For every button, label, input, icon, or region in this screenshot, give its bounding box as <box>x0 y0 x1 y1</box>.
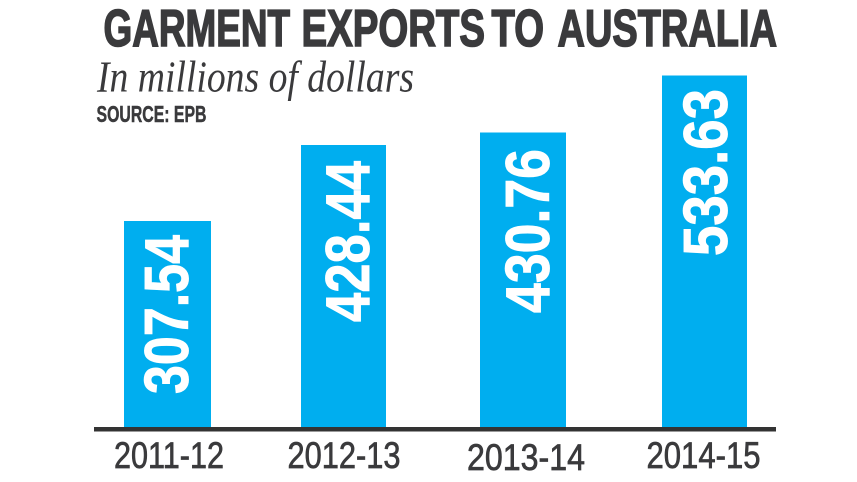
svg-text:SOURCE: EPB: SOURCE: EPB <box>97 101 207 127</box>
svg-text:2013-14: 2013-14 <box>467 437 585 478</box>
svg-text:428.44: 428.44 <box>314 161 383 322</box>
svg-text:AUSTRALIA: AUSTRALIA <box>558 0 778 58</box>
svg-text:In millions of dollars: In millions of dollars <box>96 52 414 102</box>
svg-text:2012-13: 2012-13 <box>288 435 401 476</box>
svg-text:GARMENT: GARMENT <box>104 0 291 58</box>
svg-text:TO: TO <box>492 0 545 58</box>
svg-text:2014-15: 2014-15 <box>647 435 761 476</box>
svg-text:533.63: 533.63 <box>672 89 741 256</box>
svg-text:307.54: 307.54 <box>133 235 202 394</box>
svg-text:2011-12: 2011-12 <box>114 435 224 476</box>
svg-text:EXPORTS: EXPORTS <box>302 0 486 58</box>
svg-text:430.76: 430.76 <box>494 149 563 313</box>
